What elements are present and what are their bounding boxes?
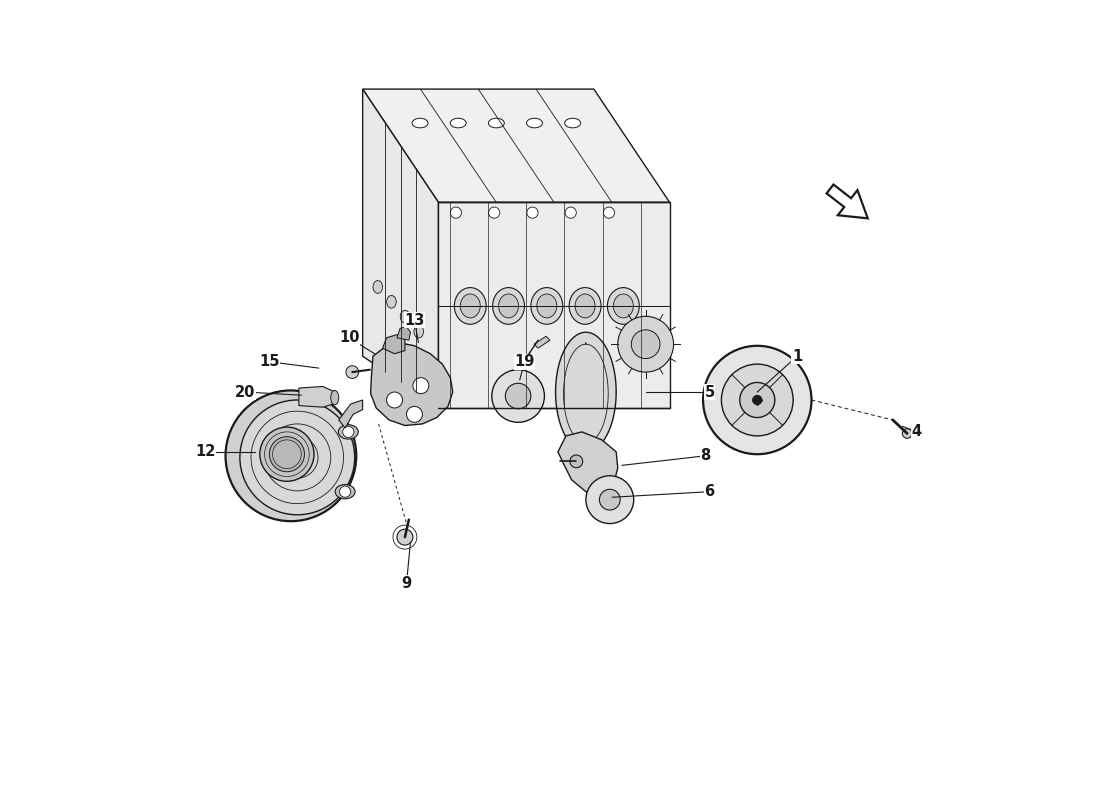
Text: 8: 8 [701,448,711,463]
Text: 15: 15 [260,354,279,370]
Circle shape [226,390,356,521]
Circle shape [386,392,403,408]
Text: 12: 12 [196,444,216,459]
Polygon shape [371,342,453,426]
Ellipse shape [564,118,581,128]
Circle shape [527,207,538,218]
Text: 1: 1 [792,349,802,364]
Circle shape [288,448,307,467]
Ellipse shape [614,294,634,318]
Circle shape [752,395,762,405]
Polygon shape [535,336,550,348]
Text: 10: 10 [339,330,360,346]
Circle shape [586,476,634,523]
Circle shape [340,486,351,498]
Polygon shape [363,89,439,408]
Ellipse shape [400,310,410,323]
Circle shape [570,455,583,468]
Circle shape [492,370,544,422]
Circle shape [618,316,673,372]
Ellipse shape [607,287,639,324]
Circle shape [902,429,912,438]
Text: 5: 5 [704,385,715,399]
Ellipse shape [537,294,557,318]
Circle shape [703,346,812,454]
Ellipse shape [454,287,486,324]
Circle shape [739,382,774,418]
Ellipse shape [488,118,504,128]
Circle shape [505,383,531,409]
Polygon shape [383,334,405,354]
Ellipse shape [569,287,601,324]
Circle shape [397,529,412,545]
Text: 6: 6 [704,484,715,499]
Ellipse shape [373,281,383,294]
Circle shape [407,406,422,422]
Ellipse shape [414,325,424,338]
Text: 13: 13 [405,313,425,328]
Polygon shape [397,326,410,340]
Circle shape [488,207,499,218]
Text: 9: 9 [402,576,411,591]
Ellipse shape [412,118,428,128]
Circle shape [600,490,620,510]
Text: 19: 19 [515,354,535,370]
Circle shape [631,330,660,358]
Ellipse shape [493,287,525,324]
Ellipse shape [527,118,542,128]
Text: 4: 4 [912,424,922,439]
Circle shape [260,427,313,482]
Circle shape [722,364,793,436]
Polygon shape [558,432,618,494]
Circle shape [604,207,615,218]
Polygon shape [339,400,363,428]
Circle shape [270,437,305,472]
Ellipse shape [331,390,339,405]
Circle shape [345,366,359,378]
Circle shape [565,207,576,218]
Ellipse shape [498,294,518,318]
Text: 20: 20 [235,385,255,399]
Ellipse shape [460,294,481,318]
Circle shape [240,400,354,515]
Polygon shape [299,386,337,407]
Ellipse shape [386,295,396,308]
Ellipse shape [575,294,595,318]
Ellipse shape [339,425,359,439]
Polygon shape [439,202,670,408]
Circle shape [343,426,354,438]
Ellipse shape [531,287,563,324]
Ellipse shape [336,485,355,499]
Polygon shape [494,378,542,414]
Polygon shape [363,89,670,202]
Circle shape [450,207,462,218]
Polygon shape [556,332,616,452]
Circle shape [412,378,429,394]
Ellipse shape [450,118,466,128]
